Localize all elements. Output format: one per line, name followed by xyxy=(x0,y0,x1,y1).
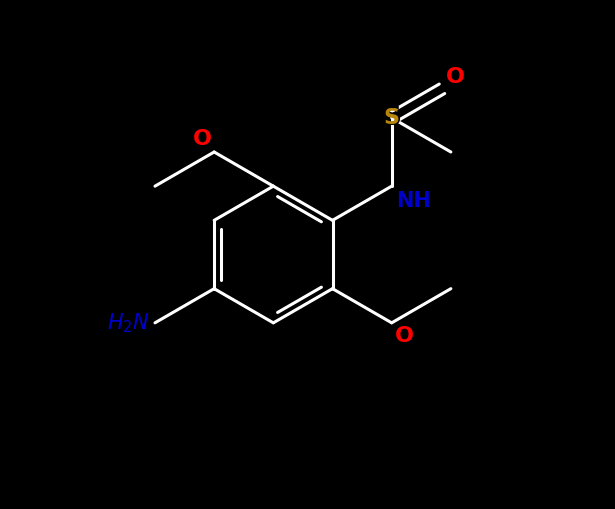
Text: O: O xyxy=(395,326,418,352)
Text: S: S xyxy=(384,108,400,128)
Text: O: O xyxy=(395,326,414,346)
Text: O: O xyxy=(445,67,464,87)
Text: O: O xyxy=(193,129,212,149)
Text: O: O xyxy=(445,61,468,87)
Text: S: S xyxy=(382,105,401,131)
Text: NH: NH xyxy=(397,191,438,215)
Text: NH: NH xyxy=(397,191,431,211)
Text: $H_2N$: $H_2N$ xyxy=(107,311,149,334)
Text: O: O xyxy=(189,123,212,149)
